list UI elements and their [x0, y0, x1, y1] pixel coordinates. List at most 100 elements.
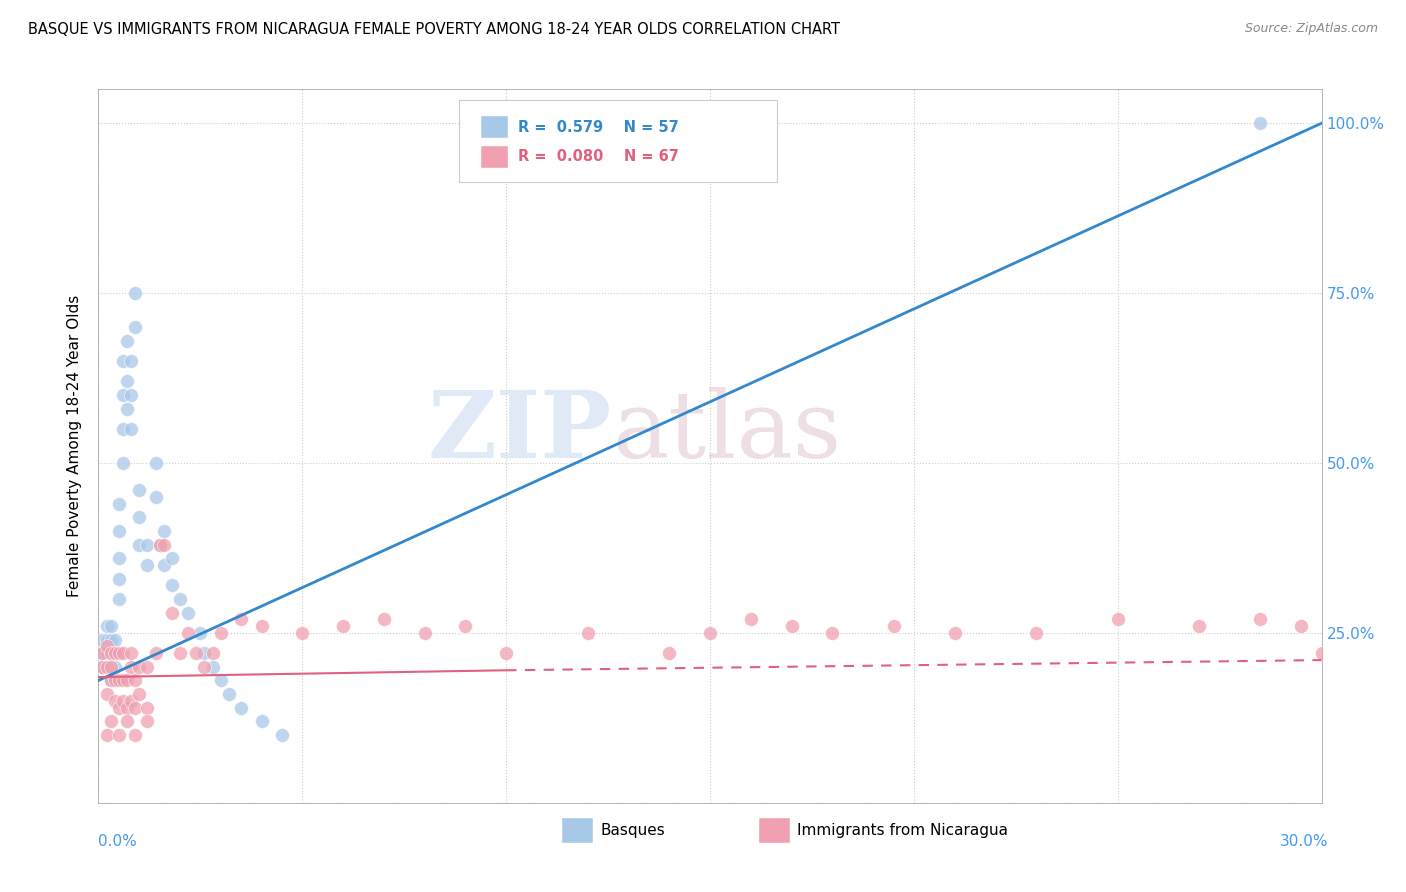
- Point: [128, 537, 150, 551]
- Point: [100, 660, 122, 674]
- Point: [124, 286, 146, 301]
- Y-axis label: Female Poverty Among 18-24 Year Olds: Female Poverty Among 18-24 Year Olds: [67, 295, 83, 597]
- Point: [115, 673, 138, 688]
- Text: BASQUE VS IMMIGRANTS FROM NICARAGUA FEMALE POVERTY AMONG 18-24 YEAR OLDS CORRELA: BASQUE VS IMMIGRANTS FROM NICARAGUA FEMA…: [28, 22, 841, 37]
- Point: [100, 673, 122, 688]
- Point: [160, 551, 183, 566]
- Point: [1249, 612, 1271, 626]
- Point: [193, 646, 215, 660]
- Point: [108, 524, 131, 538]
- Point: [100, 673, 122, 688]
- Point: [943, 626, 966, 640]
- Point: [188, 626, 212, 640]
- Point: [231, 612, 253, 626]
- Point: [108, 673, 131, 688]
- Point: [124, 700, 146, 714]
- Point: [111, 694, 134, 708]
- Point: [111, 646, 134, 660]
- Point: [96, 640, 118, 654]
- Point: [576, 626, 599, 640]
- Point: [218, 687, 240, 701]
- Point: [152, 524, 174, 538]
- Point: [1188, 619, 1211, 633]
- Point: [186, 646, 208, 660]
- Point: [160, 606, 183, 620]
- Point: [136, 714, 159, 729]
- Point: [152, 558, 174, 572]
- Point: [193, 660, 215, 674]
- Point: [108, 572, 131, 586]
- Point: [111, 422, 134, 436]
- Point: [120, 694, 142, 708]
- Point: [658, 646, 681, 660]
- Point: [149, 537, 172, 551]
- Point: [120, 660, 142, 674]
- Point: [115, 714, 138, 729]
- Point: [108, 728, 131, 742]
- Point: [108, 497, 131, 511]
- Point: [169, 646, 191, 660]
- Point: [115, 700, 138, 714]
- Text: ZIP: ZIP: [427, 387, 612, 476]
- Point: [136, 558, 159, 572]
- Point: [111, 456, 134, 470]
- Point: [100, 646, 122, 660]
- Point: [201, 660, 224, 674]
- Point: [128, 660, 150, 674]
- Point: [177, 626, 200, 640]
- Point: [108, 551, 131, 566]
- Point: [91, 660, 114, 674]
- Point: [1025, 626, 1047, 640]
- Point: [104, 646, 127, 660]
- Point: [250, 619, 273, 633]
- Point: [169, 591, 191, 606]
- Point: [373, 612, 395, 626]
- Point: [1310, 646, 1333, 660]
- Point: [780, 619, 803, 633]
- Point: [177, 606, 200, 620]
- FancyBboxPatch shape: [481, 146, 508, 168]
- Point: [291, 626, 314, 640]
- Point: [136, 537, 159, 551]
- Point: [104, 660, 127, 674]
- Point: [136, 700, 159, 714]
- Point: [96, 619, 118, 633]
- Point: [100, 646, 122, 660]
- Point: [454, 619, 477, 633]
- Point: [128, 687, 150, 701]
- Point: [111, 388, 134, 402]
- Text: R =  0.579    N = 57: R = 0.579 N = 57: [517, 120, 679, 135]
- Point: [124, 673, 146, 688]
- Point: [1249, 116, 1271, 130]
- Point: [96, 728, 118, 742]
- Point: [100, 660, 122, 674]
- Point: [100, 619, 122, 633]
- Point: [91, 646, 114, 660]
- Point: [91, 646, 114, 660]
- Point: [270, 728, 294, 742]
- Point: [740, 612, 762, 626]
- Point: [145, 490, 167, 504]
- Point: [104, 632, 127, 647]
- Text: Immigrants from Nicaragua: Immigrants from Nicaragua: [797, 823, 1008, 838]
- FancyBboxPatch shape: [460, 100, 778, 182]
- Point: [108, 591, 131, 606]
- Point: [149, 537, 172, 551]
- Point: [100, 632, 122, 647]
- Point: [145, 456, 167, 470]
- Point: [96, 660, 118, 674]
- Point: [115, 401, 138, 416]
- Text: 0.0%: 0.0%: [98, 834, 138, 849]
- Point: [332, 619, 354, 633]
- Point: [128, 483, 150, 498]
- Point: [104, 694, 127, 708]
- Point: [120, 422, 142, 436]
- Text: Basques: Basques: [600, 823, 665, 838]
- FancyBboxPatch shape: [481, 116, 508, 137]
- Point: [96, 687, 118, 701]
- Point: [152, 537, 174, 551]
- Point: [136, 660, 159, 674]
- Point: [699, 626, 721, 640]
- Point: [100, 714, 122, 729]
- Point: [209, 673, 232, 688]
